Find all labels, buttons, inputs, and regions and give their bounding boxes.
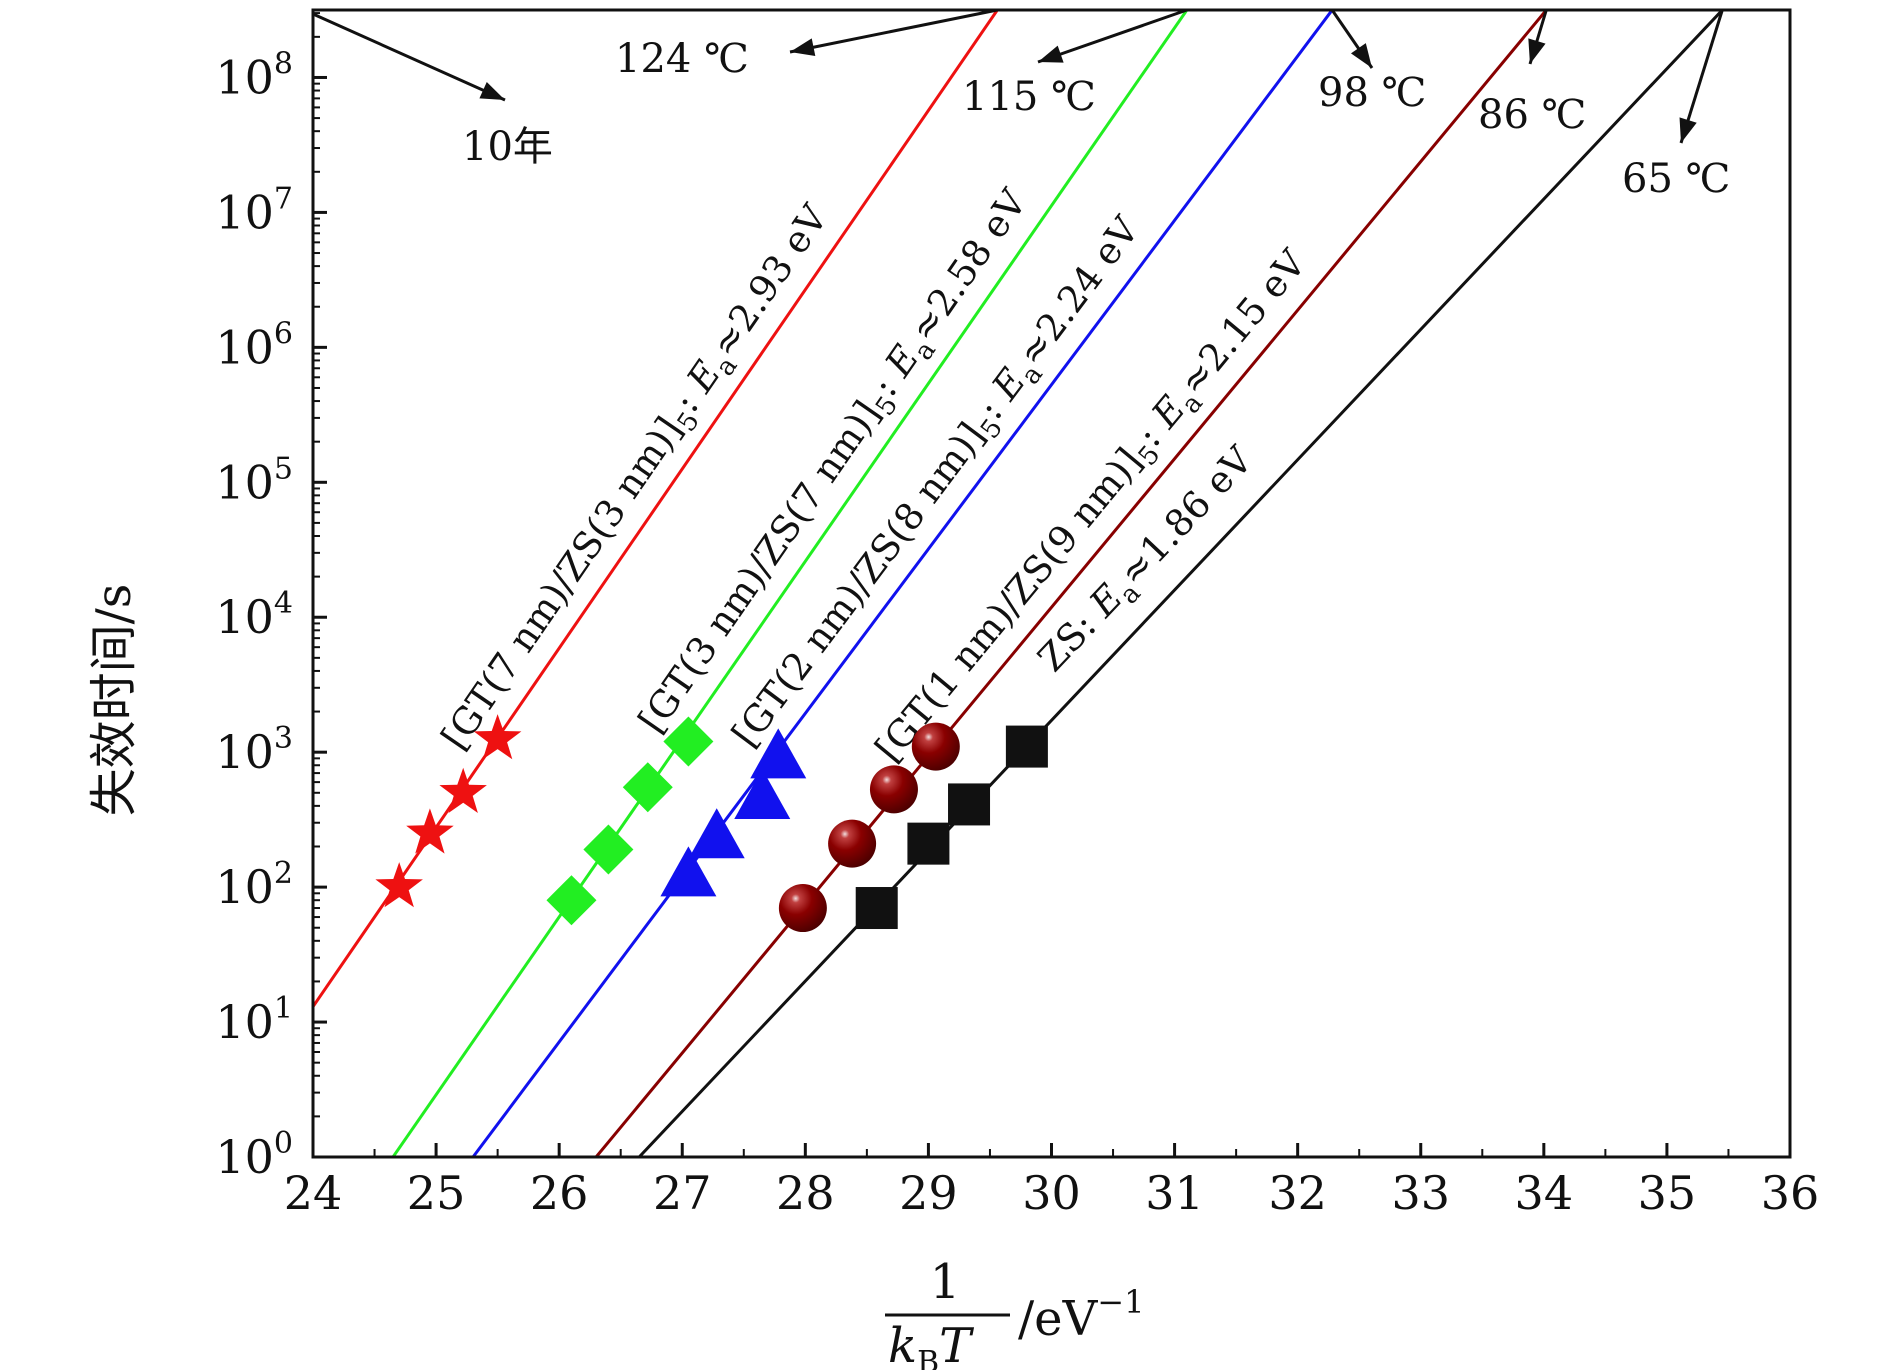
temperature-arrow-0-head: [790, 38, 816, 57]
temperature-label-0: 124 ℃: [615, 36, 749, 82]
y-tick-label-base-0: 10: [215, 1130, 274, 1184]
temperature-arrow-4-head: [1679, 117, 1697, 143]
x-axis-title-k: k: [888, 1318, 917, 1370]
y-tick-label-base-6: 10: [215, 320, 274, 374]
y-tick-label-0: 100: [215, 1126, 293, 1184]
temperature-label-1: 115 ℃: [962, 74, 1096, 120]
x-axis-title-unit-prefix: /eV: [1018, 1291, 1099, 1347]
y-tick-label-exp-2: 2: [274, 856, 293, 891]
temperature-arrow-1-shaft: [1037, 8, 1188, 64]
fit-lines: [313, 10, 1724, 1157]
marker-square-4-0: [855, 887, 898, 930]
x-axis-title-unit: /eV−1: [1018, 1283, 1144, 1347]
x-tick-label-29: 29: [899, 1166, 958, 1220]
y-tick-label-base-7: 10: [215, 185, 274, 239]
y-tick-label-exp-0: 0: [274, 1126, 293, 1161]
fit-line-1: [391, 10, 1189, 1157]
y-axis-title: 失效时间/s: [86, 584, 142, 817]
y-tick-label-exp-7: 7: [274, 181, 293, 216]
marker-star-0-2: [439, 767, 487, 813]
y-tick-label-exp-5: 5: [274, 451, 293, 486]
y-tick-label-exp-6: 6: [274, 316, 293, 351]
data-markers: [375, 714, 1048, 933]
y-tick-label-6: 106: [215, 316, 293, 374]
line-label-3-value: ≈2.15 eV: [1171, 241, 1316, 403]
x-tick-label-28: 28: [776, 1166, 835, 1220]
x-axis-title-denominator: kBT: [888, 1318, 974, 1370]
x-tick-label-31: 31: [1145, 1166, 1204, 1220]
y-tick-label-4: 104: [215, 586, 293, 644]
x-axis-title-T: T: [939, 1318, 974, 1370]
y-tick-label-exp-8: 8: [274, 46, 293, 81]
x-axis-title: 1 kBT /eV−1: [885, 1254, 1144, 1370]
x-tick-label-24: 24: [284, 1166, 343, 1220]
y-tick-label-base-4: 10: [215, 590, 274, 644]
marker-square-4-1: [907, 822, 950, 865]
temperature-arrow-0-shaft: [789, 8, 998, 54]
temperature-label-4: 65 ℃: [1622, 156, 1730, 202]
x-tick-label-26: 26: [530, 1166, 589, 1220]
ten-year-arrow-shaft: [312, 12, 506, 102]
temperature-label-2: 98 ℃: [1318, 70, 1426, 116]
marker-triangle-2-3: [750, 728, 807, 779]
x-tick-label-25: 25: [407, 1166, 466, 1220]
marker-sphere-3-1: [828, 819, 877, 868]
x-axis-title-k-sub: B: [917, 1345, 939, 1370]
fit-line-2: [471, 10, 1334, 1157]
marker-triangle-2-2: [734, 768, 791, 819]
marker-sphere-3-3: [911, 722, 960, 771]
y-tick-label-base-2: 10: [215, 860, 274, 914]
y-tick-label-exp-4: 4: [274, 586, 293, 621]
marker-sphere-3-2: [869, 765, 918, 814]
temperature-arrow-1-head: [1038, 45, 1064, 63]
marker-star-0-1: [406, 808, 454, 854]
marker-diamond-1-2: [622, 762, 673, 813]
axes: 24 25 26 27 28 29 30 31 32 33 34 35 3610010110210310…: [215, 8, 1820, 1220]
marker-star-0-0: [375, 862, 423, 908]
y-tick-label-exp-1: 1: [274, 991, 293, 1026]
marker-triangle-2-1: [688, 808, 745, 859]
x-tick-label-34: 34: [1515, 1166, 1574, 1220]
marker-square-4-2: [948, 783, 991, 826]
y-tick-label-base-1: 10: [215, 995, 274, 1049]
x-tick-label-32: 32: [1268, 1166, 1327, 1220]
marker-triangle-2-0: [660, 846, 717, 897]
marker-diamond-1-3: [663, 716, 714, 767]
y-tick-label-3: 103: [215, 721, 293, 779]
marker-star-0-3: [473, 714, 522, 760]
y-tick-label-base-8: 10: [215, 50, 274, 104]
y-tick-label-8: 108: [215, 46, 293, 104]
y-tick-label-exp-3: 3: [274, 721, 293, 756]
x-tick-label-35: 35: [1638, 1166, 1697, 1220]
y-tick-label-7: 107: [215, 181, 293, 239]
x-tick-label-36: 36: [1761, 1166, 1820, 1220]
y-tick-label-1: 101: [215, 991, 293, 1049]
ten-year-annotation: 10年: [462, 124, 553, 170]
marker-square-4-3: [1005, 725, 1048, 768]
x-axis-title-numerator: 1: [930, 1254, 961, 1310]
ten-year-arrow-head: [479, 81, 505, 100]
x-tick-label-33: 33: [1391, 1166, 1450, 1220]
marker-diamond-1-0: [546, 875, 597, 926]
temperature-arrow-3-head: [1528, 38, 1546, 64]
x-axis-title-unit-exp: −1: [1097, 1283, 1144, 1321]
y-tick-label-2: 102: [215, 856, 293, 914]
x-tick-label-30: 30: [1022, 1166, 1081, 1220]
marker-sphere-3-0: [778, 884, 827, 933]
x-tick-label-27: 27: [653, 1166, 712, 1220]
marker-diamond-1-1: [583, 824, 634, 875]
temperature-arrow-2-head: [1350, 43, 1372, 68]
y-tick-label-base-3: 10: [215, 725, 274, 779]
temperature-label-3: 86 ℃: [1478, 92, 1586, 138]
y-tick-label-5: 105: [215, 451, 293, 509]
fit-line-3: [594, 10, 1548, 1157]
fit-line-4: [638, 10, 1724, 1157]
y-tick-label-base-5: 10: [215, 455, 274, 509]
